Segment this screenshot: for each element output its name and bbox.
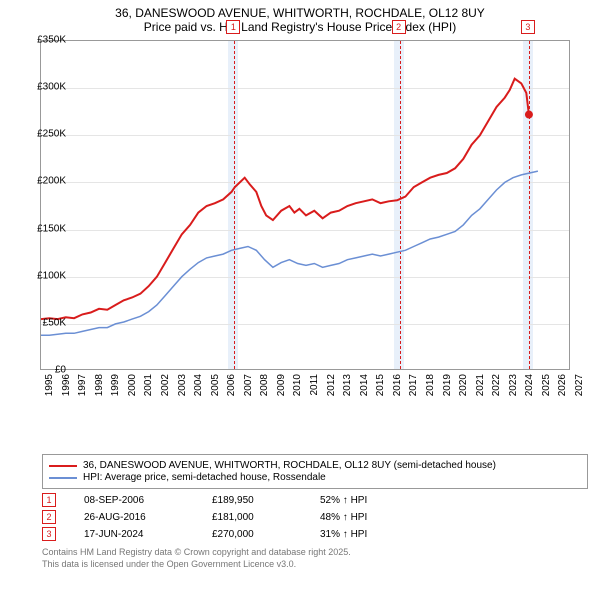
x-axis-label: 2023	[508, 374, 519, 396]
x-axis-label: 2002	[160, 374, 171, 396]
marker-table-num: 2	[42, 510, 56, 524]
y-axis-label: £200K	[37, 176, 66, 187]
legend-swatch	[49, 477, 77, 479]
marker-table-row: 2 26-AUG-2016 £181,000 48% ↑ HPI	[42, 510, 588, 524]
chart-area: £0£50K£100K£150K£200K£250K£300K£350K 199…	[40, 40, 600, 410]
x-axis-label: 2020	[458, 374, 469, 396]
x-axis-label: 2006	[226, 374, 237, 396]
x-axis-label: 2024	[524, 374, 535, 396]
y-axis-label: £50K	[43, 317, 66, 328]
marker-table-date: 08-SEP-2006	[84, 495, 184, 506]
x-axis-label: 2005	[210, 374, 221, 396]
x-axis-label: 2027	[574, 374, 585, 396]
y-axis-label: £150K	[37, 223, 66, 234]
y-axis-label: £300K	[37, 82, 66, 93]
x-axis-label: 2022	[491, 374, 502, 396]
marker-table-num: 1	[42, 493, 56, 507]
y-axis-label: £350K	[37, 35, 66, 46]
x-axis-label: 1996	[61, 374, 72, 396]
x-axis-label: 1999	[110, 374, 121, 396]
x-axis-label: 2021	[475, 374, 486, 396]
x-axis-label: 2009	[276, 374, 287, 396]
x-axis-label: 1995	[44, 374, 55, 396]
x-axis-label: 2003	[177, 374, 188, 396]
marker-box: 1	[226, 20, 240, 34]
y-axis-label: £250K	[37, 129, 66, 140]
x-axis-label: 2014	[359, 374, 370, 396]
marker-table-pct: 31% ↑ HPI	[320, 529, 420, 540]
x-axis-label: 1997	[77, 374, 88, 396]
title-line1: 36, DANESWOOD AVENUE, WHITWORTH, ROCHDAL…	[10, 6, 590, 20]
footer: Contains HM Land Registry data © Crown c…	[42, 547, 588, 570]
x-axis-label: 2012	[326, 374, 337, 396]
title-line2: Price paid vs. HM Land Registry's House …	[10, 20, 590, 34]
legend-label: 36, DANESWOOD AVENUE, WHITWORTH, ROCHDAL…	[83, 460, 496, 471]
series-endpoint	[525, 111, 533, 119]
x-axis-label: 2008	[259, 374, 270, 396]
legend-row: 36, DANESWOOD AVENUE, WHITWORTH, ROCHDAL…	[49, 460, 581, 471]
x-axis-label: 2011	[309, 374, 320, 396]
marker-table-pct: 48% ↑ HPI	[320, 512, 420, 523]
footer-line2: This data is licensed under the Open Gov…	[42, 559, 588, 571]
footer-line1: Contains HM Land Registry data © Crown c…	[42, 547, 588, 559]
marker-table-price: £181,000	[212, 512, 292, 523]
marker-table-row: 3 17-JUN-2024 £270,000 31% ↑ HPI	[42, 527, 588, 541]
legend-row: HPI: Average price, semi-detached house,…	[49, 472, 581, 483]
marker-table: 1 08-SEP-2006 £189,950 52% ↑ HPI 2 26-AUG-201…	[42, 493, 588, 541]
marker-table-price: £189,950	[212, 495, 292, 506]
x-axis-label: 2004	[193, 374, 204, 396]
plot-area	[40, 40, 570, 370]
x-axis-label: 2000	[127, 374, 138, 396]
marker-table-price: £270,000	[212, 529, 292, 540]
x-axis-label: 2013	[342, 374, 353, 396]
marker-table-date: 17-JUN-2024	[84, 529, 184, 540]
x-axis-label: 1998	[94, 374, 105, 396]
x-axis-label: 2018	[425, 374, 436, 396]
legend-label: HPI: Average price, semi-detached house,…	[83, 472, 326, 483]
series-property	[41, 79, 529, 319]
x-axis-label: 2025	[541, 374, 552, 396]
marker-table-row: 1 08-SEP-2006 £189,950 52% ↑ HPI	[42, 493, 588, 507]
marker-table-pct: 52% ↑ HPI	[320, 495, 420, 506]
x-axis-label: 2010	[292, 374, 303, 396]
x-axis-label: 2017	[408, 374, 419, 396]
marker-table-date: 26-AUG-2016	[84, 512, 184, 523]
line-series	[41, 41, 571, 371]
marker-box: 3	[521, 20, 535, 34]
x-axis-label: 2016	[392, 374, 403, 396]
y-axis-label: £100K	[37, 270, 66, 281]
marker-box: 2	[392, 20, 406, 34]
series-hpi	[41, 171, 538, 335]
x-axis-label: 2019	[442, 374, 453, 396]
x-axis-label: 2015	[375, 374, 386, 396]
x-axis-label: 2026	[557, 374, 568, 396]
legend-swatch	[49, 465, 77, 467]
x-axis-label: 2007	[243, 374, 254, 396]
chart-title: 36, DANESWOOD AVENUE, WHITWORTH, ROCHDAL…	[0, 0, 600, 36]
legend: 36, DANESWOOD AVENUE, WHITWORTH, ROCHDAL…	[42, 454, 588, 489]
x-axis-label: 2001	[143, 374, 154, 396]
marker-table-num: 3	[42, 527, 56, 541]
